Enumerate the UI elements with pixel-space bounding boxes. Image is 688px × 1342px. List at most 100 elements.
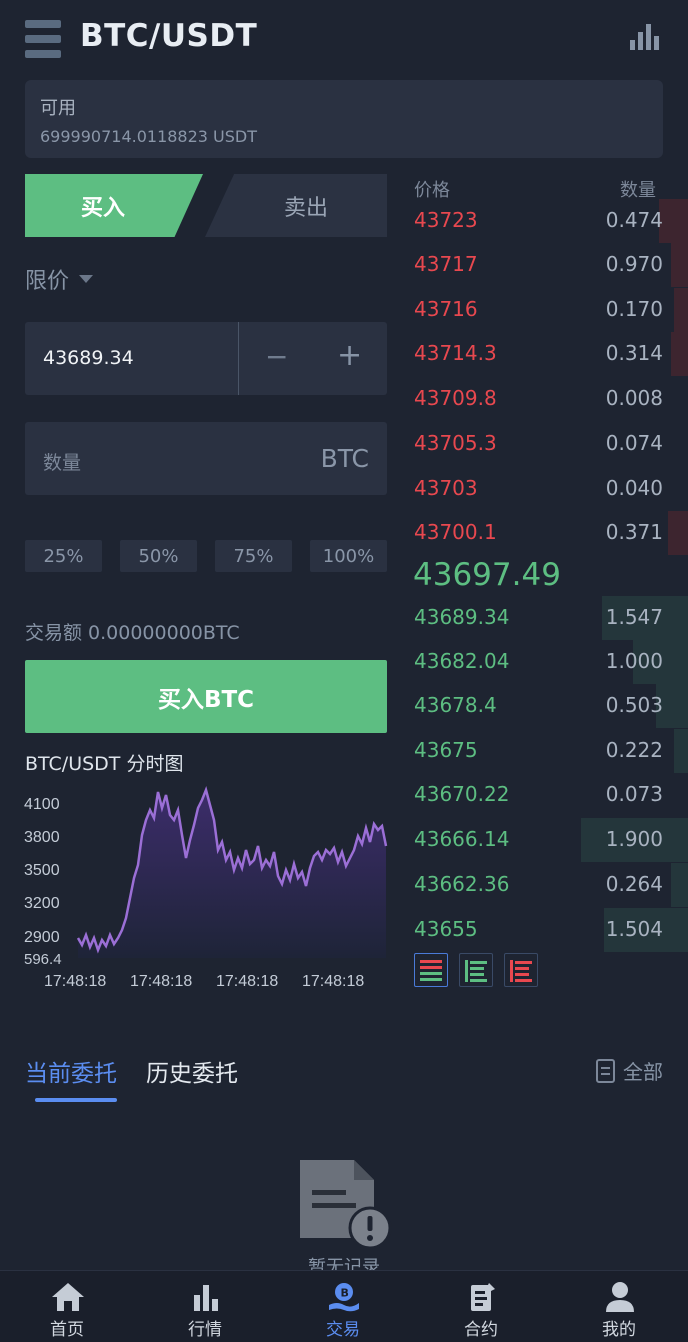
chevron-down-icon <box>79 275 94 283</box>
ask-quantity: 0.474 <box>605 208 663 232</box>
home-icon <box>52 1283 84 1311</box>
view-both-icon[interactable] <box>414 953 448 987</box>
chart-line <box>76 786 388 954</box>
document-icon <box>596 1058 615 1083</box>
trade-tabs: 买入 卖出 <box>25 174 387 237</box>
bid-price: 43666.14 <box>414 827 510 851</box>
ask-price: 43705.3 <box>414 431 497 455</box>
view-bids-icon[interactable] <box>459 953 493 987</box>
ask-row[interactable]: 43723 0.474 <box>400 199 688 243</box>
bid-price: 43675 <box>414 738 478 762</box>
ask-row[interactable]: 43703 0.040 <box>400 467 688 511</box>
ask-row[interactable]: 43717 0.970 <box>400 243 688 287</box>
bid-price: 43678.4 <box>414 693 497 717</box>
nav-profile[interactable]: 我的 <box>569 1271 669 1342</box>
y-tick-label: 4100 <box>24 796 60 813</box>
bid-row[interactable]: 43662.36 0.264 <box>400 863 688 907</box>
nav-label: 交易 <box>326 1320 360 1340</box>
bid-price: 43662.36 <box>414 872 510 896</box>
price-decrease-button[interactable]: − <box>265 340 289 373</box>
x-tick-label: 17:48:18 <box>302 973 364 990</box>
bid-price: 43670.22 <box>414 782 510 806</box>
bid-row[interactable]: 43670.22 0.073 <box>400 773 688 817</box>
quantity-input[interactable]: 数量 BTC <box>25 422 387 495</box>
bid-row[interactable]: 43675 0.222 <box>400 729 688 773</box>
ask-quantity: 0.371 <box>605 520 663 544</box>
ask-price: 43709.8 <box>414 386 497 410</box>
depth-bar <box>670 243 688 287</box>
ask-price: 43700.1 <box>414 520 497 544</box>
page-title: BTC/USDT <box>80 18 258 54</box>
depth-bar <box>581 818 688 862</box>
orderbook-quantity-header: 数量 <box>620 180 656 201</box>
nav-home[interactable]: 首页 <box>17 1271 117 1342</box>
bid-price: 43689.34 <box>414 605 510 629</box>
ask-row[interactable]: 43709.8 0.008 <box>400 377 688 421</box>
user-icon <box>606 1282 634 1312</box>
depth-bar <box>673 288 688 332</box>
orderbook-view-toggles <box>414 953 544 989</box>
price-input[interactable]: 43689.34 <box>43 347 134 369</box>
order-type-select[interactable]: 限价 <box>25 263 94 295</box>
bid-row[interactable]: 43678.4 0.503 <box>400 684 688 728</box>
last-price: 43697.49 <box>413 557 561 593</box>
nav-market[interactable]: 行情 <box>155 1271 255 1342</box>
quantity-unit: BTC <box>320 444 369 473</box>
contract-icon <box>471 1283 495 1311</box>
trade-amount: 交易额 0.00000000BTC <box>25 622 240 644</box>
y-tick-label: 2900 <box>24 929 60 946</box>
ask-quantity: 0.074 <box>605 431 663 455</box>
depth-bar <box>667 511 688 555</box>
mini-chart-title: BTC/USDT 分时图 <box>25 753 184 775</box>
active-tab-indicator <box>35 1098 117 1102</box>
ask-price: 43717 <box>414 252 478 276</box>
hamburger-menu-icon[interactable] <box>25 20 61 58</box>
buy-btc-button[interactable]: 买入BTC <box>25 660 387 733</box>
bid-quantity: 1.547 <box>605 605 663 629</box>
ask-row[interactable]: 43705.3 0.074 <box>400 422 688 466</box>
divider <box>238 322 239 395</box>
x-tick-label: 17:48:18 <box>44 973 106 990</box>
nav-contract[interactable]: 合约 <box>431 1271 531 1342</box>
percent-25-button[interactable]: 25% <box>25 540 102 572</box>
bid-row[interactable]: 43666.14 1.900 <box>400 818 688 862</box>
ask-price: 43714.3 <box>414 341 497 365</box>
bid-row[interactable]: 43655 1.504 <box>400 908 688 952</box>
bid-row[interactable]: 43682.04 1.000 <box>400 640 688 684</box>
percent-75-button[interactable]: 75% <box>215 540 292 572</box>
ask-price: 43723 <box>414 208 478 232</box>
empty-record-icon <box>300 1160 392 1250</box>
depth-bar <box>604 908 688 952</box>
bid-quantity: 1.900 <box>605 827 663 851</box>
ask-row[interactable]: 43714.3 0.314 <box>400 332 688 376</box>
depth-bar <box>601 596 688 640</box>
chart-area <box>78 790 386 958</box>
price-increase-button[interactable]: + <box>337 338 363 373</box>
balance-label: 可用 <box>40 98 76 119</box>
tab-sell[interactable]: 卖出 <box>205 174 387 237</box>
all-orders-label: 全部 <box>623 1060 663 1084</box>
percent-50-button[interactable]: 50% <box>120 540 197 572</box>
ask-quantity: 0.314 <box>605 341 663 365</box>
ask-row[interactable]: 43700.1 0.371 <box>400 511 688 555</box>
y-tick-label: 3800 <box>24 829 60 846</box>
percent-100-button[interactable]: 100% <box>310 540 387 572</box>
nav-trade[interactable]: B 交易 <box>293 1271 393 1342</box>
tab-current-orders[interactable]: 当前委托 <box>25 1061 117 1087</box>
bid-row[interactable]: 43689.34 1.547 <box>400 596 688 640</box>
depth-bar <box>670 332 688 376</box>
bar-chart-icon[interactable] <box>628 22 660 50</box>
depth-bar <box>633 640 688 684</box>
tab-buy[interactable]: 买入 <box>25 174 203 237</box>
bid-quantity: 0.503 <box>605 693 663 717</box>
view-asks-icon[interactable] <box>504 953 538 987</box>
all-orders-link[interactable]: 全部 <box>596 1056 663 1085</box>
ask-price: 43716 <box>414 297 478 321</box>
tab-history-orders[interactable]: 历史委托 <box>146 1061 238 1087</box>
nav-label: 合约 <box>464 1320 498 1340</box>
nav-label: 行情 <box>188 1320 222 1340</box>
y-tick-label: 3200 <box>24 895 60 912</box>
quantity-placeholder: 数量 <box>43 452 82 474</box>
svg-text:B: B <box>341 1287 349 1300</box>
ask-row[interactable]: 43716 0.170 <box>400 288 688 332</box>
